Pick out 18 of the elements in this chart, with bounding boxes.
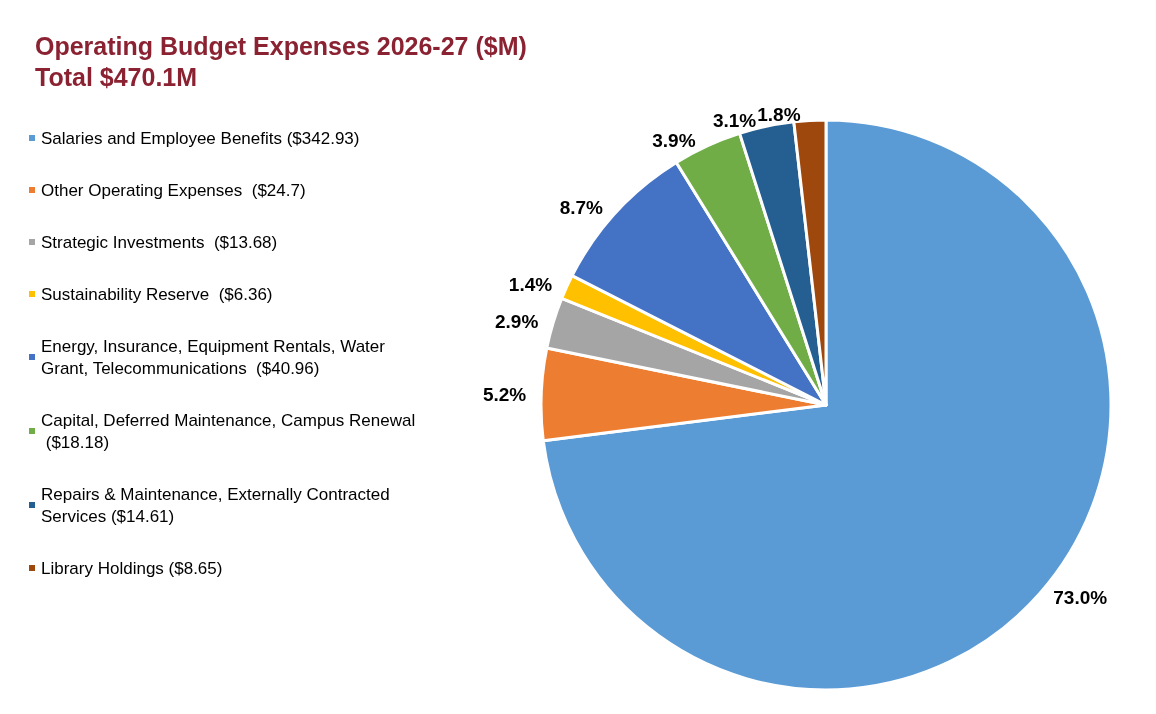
chart-subtitle: Total $470.1M xyxy=(35,62,198,91)
data-label: 5.2% xyxy=(482,383,527,405)
legend-label: Repairs & Maintenance, Externally Contracted Services ($14.61) xyxy=(41,484,395,526)
data-label: 73.0% xyxy=(1053,586,1108,608)
legend-label: Capital, Deferred Maintenance, Campus Renewal ($18.18) xyxy=(41,410,420,452)
legend-label: Library Holdings ($8.65) xyxy=(41,558,223,578)
data-label: 3.1% xyxy=(712,109,757,131)
chart-title: Operating Budget Expenses 2026-27 ($M) xyxy=(35,31,527,60)
legend-label: Other Operating Expenses ($24.7) xyxy=(41,180,306,200)
data-label: 8.7% xyxy=(559,197,604,219)
legend-label: Sustainability Reserve ($6.36) xyxy=(41,284,273,304)
data-label: 2.9% xyxy=(495,310,539,332)
legend-label: Strategic Investments ($13.68) xyxy=(41,232,278,252)
legend-label: Salaries and Employee Benefits ($342.93) xyxy=(41,128,360,148)
data-label: 1.4% xyxy=(508,273,553,295)
data-label: 3.9% xyxy=(652,130,696,152)
legend-label: Energy, Insurance, Equipment Rentals, Water Grant, Telecommunications ($40.96) xyxy=(41,336,390,378)
data-label: 1.8% xyxy=(757,103,801,125)
